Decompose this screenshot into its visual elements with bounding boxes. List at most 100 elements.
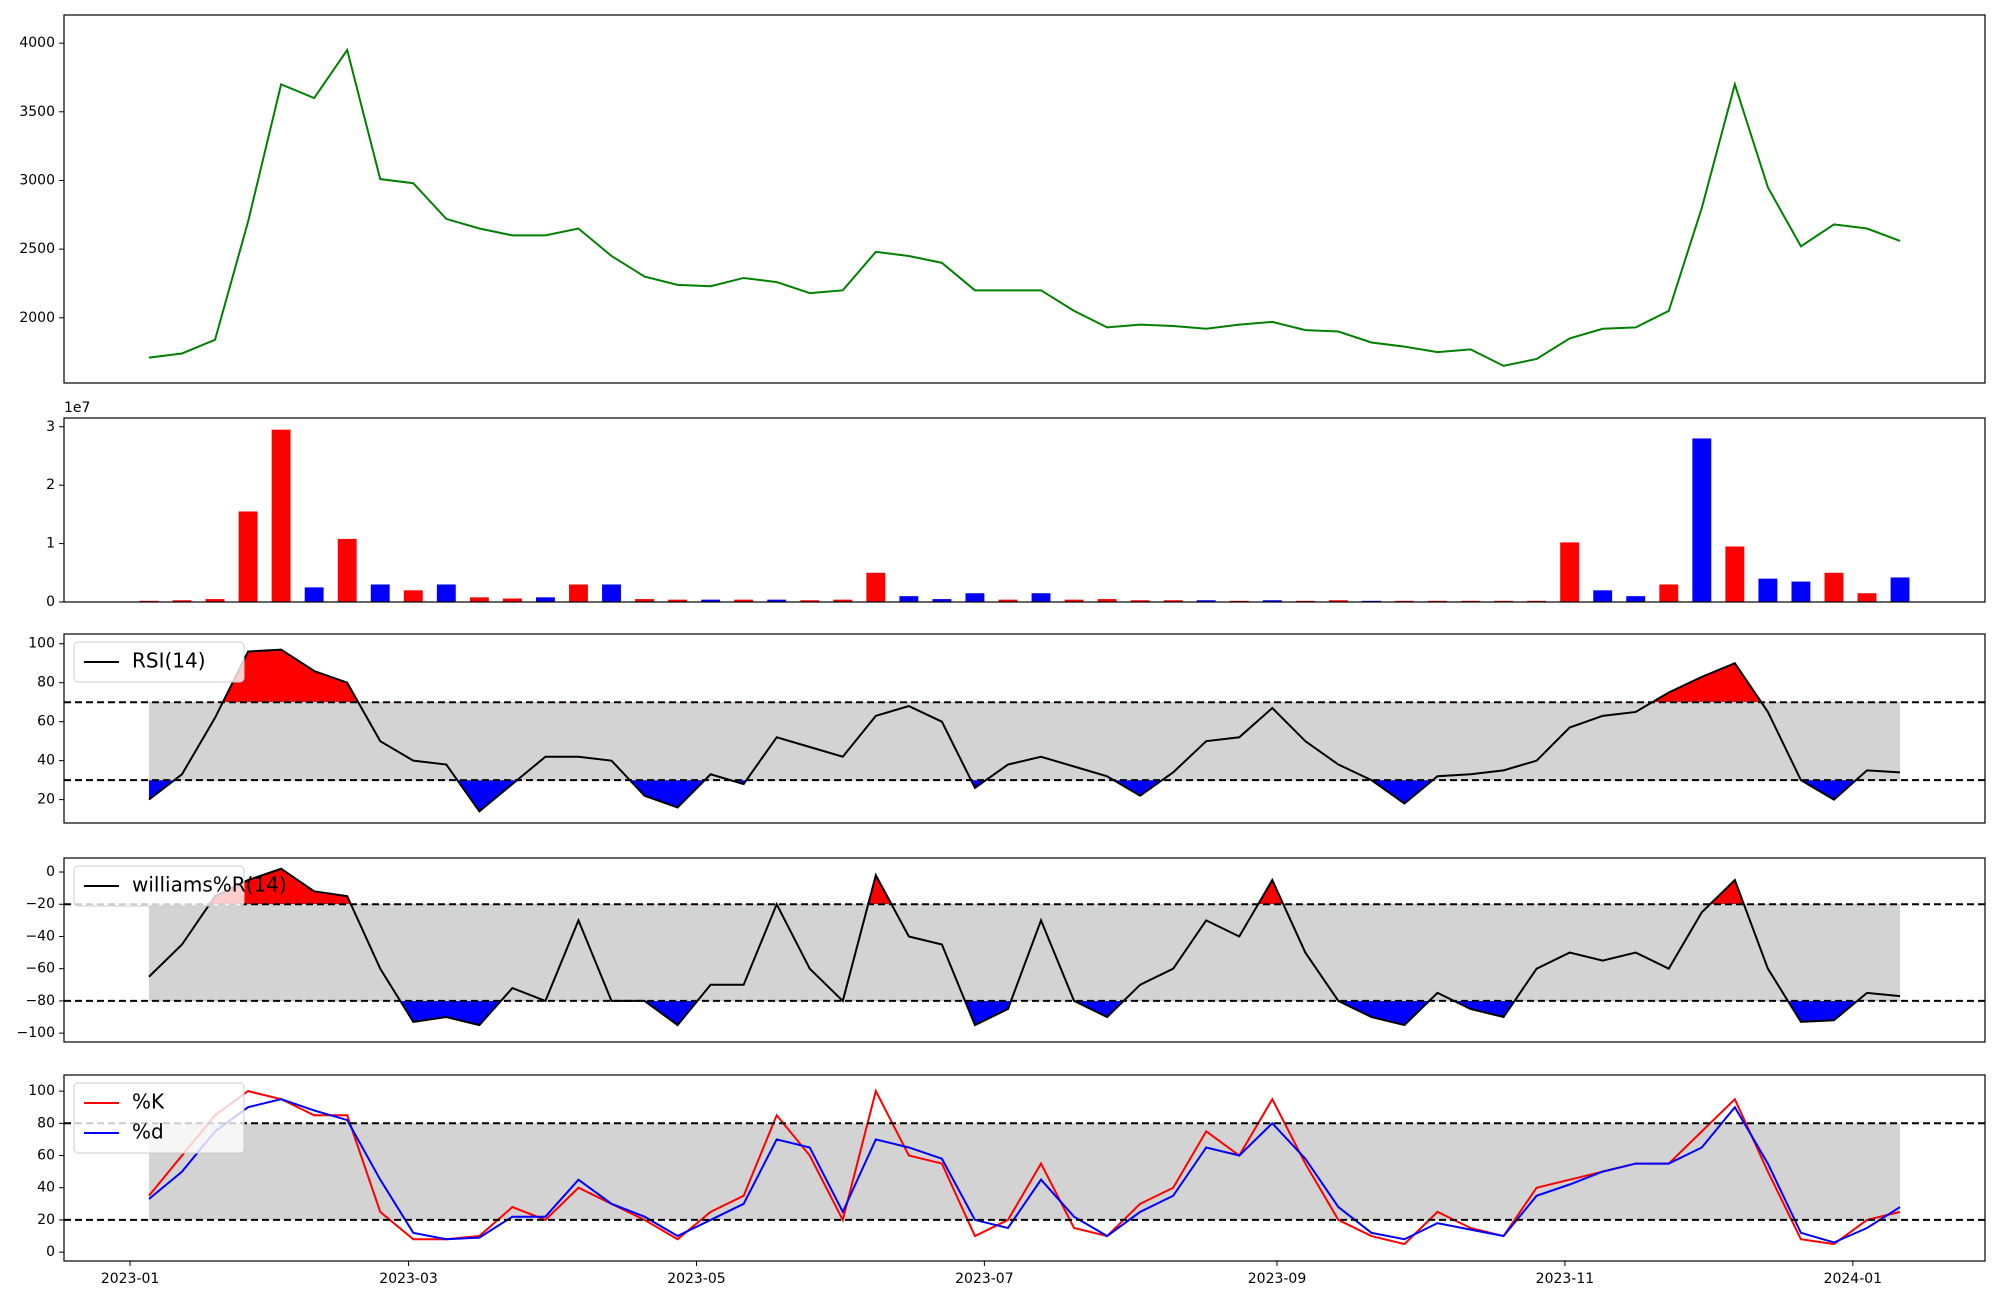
plot-area	[64, 867, 1985, 1027]
y-tick-label: 4000	[19, 35, 55, 51]
y-tick-label: −100	[17, 1025, 55, 1041]
legend-label: williams%R(14)	[132, 873, 287, 897]
y-tick-label: 3	[46, 419, 55, 435]
axes-frame	[63, 417, 1986, 603]
y-tick-label: −40	[25, 928, 55, 944]
y-tick-label: 20	[37, 1212, 55, 1228]
bar	[535, 597, 555, 602]
plot-area	[64, 648, 1985, 813]
bar	[337, 538, 357, 602]
bar	[1328, 600, 1348, 602]
bar	[833, 599, 853, 602]
bar	[436, 584, 456, 602]
bar	[1692, 438, 1712, 602]
y-tick-label: −20	[25, 896, 55, 912]
y-tick-label: −80	[25, 993, 55, 1009]
bar	[668, 599, 688, 602]
y-tick-label: 2500	[19, 241, 55, 257]
axes-frame	[63, 633, 1986, 824]
threshold-fill	[400, 1000, 1858, 1026]
legend-box	[73, 641, 245, 683]
bar	[1725, 546, 1745, 602]
y-tick-label: 80	[37, 1115, 55, 1131]
x-tick-label: 2023-11	[1536, 1271, 1595, 1287]
bar	[1758, 578, 1778, 602]
y-tick-label: 0	[46, 594, 55, 610]
bar	[800, 600, 820, 602]
y-tick-label: 100	[28, 636, 55, 652]
bar	[701, 599, 721, 602]
bar	[1031, 593, 1051, 602]
bar	[1097, 599, 1117, 602]
y-tick-label: 2000	[19, 310, 55, 326]
y-tick-label: 20	[37, 792, 55, 808]
line	[148, 867, 1901, 1027]
bar	[1626, 596, 1646, 602]
x-tick-label: 2023-03	[379, 1271, 438, 1287]
bar	[932, 599, 952, 602]
line	[148, 47, 1901, 367]
legend-label: %d	[132, 1120, 164, 1144]
bar	[1593, 590, 1613, 602]
legend-label: RSI(14)	[132, 649, 206, 673]
axes-frame	[63, 1074, 1986, 1262]
plot-area	[148, 47, 1901, 367]
bar	[602, 584, 621, 602]
bar	[1196, 600, 1216, 602]
y-tick-label: 3500	[19, 104, 55, 120]
y-tick-label: 1	[46, 536, 55, 552]
bar	[767, 599, 787, 602]
plot-area	[64, 1088, 1985, 1246]
bar	[205, 599, 225, 602]
axes-frame	[63, 14, 1986, 384]
legend-box	[73, 1082, 245, 1154]
y-tick-label: 0	[46, 1244, 55, 1260]
y-tick-label: 40	[37, 1180, 55, 1196]
bar	[1824, 572, 1844, 602]
bar	[304, 587, 324, 602]
legend-box	[73, 865, 245, 907]
bar	[1064, 599, 1084, 602]
line	[148, 648, 1901, 813]
band	[148, 702, 1901, 781]
band	[148, 904, 1901, 1001]
plot-area	[139, 429, 1910, 602]
threshold-fill	[148, 780, 1856, 812]
bar	[1560, 542, 1580, 602]
bar	[1857, 593, 1877, 602]
y-tick-label: 2	[46, 477, 55, 493]
offset-label: 1e7	[64, 400, 90, 416]
y-tick-label: 0	[46, 864, 55, 880]
bar	[734, 599, 754, 602]
bar	[1659, 584, 1679, 602]
bar	[172, 600, 192, 602]
bar	[502, 598, 522, 602]
bar	[899, 596, 919, 602]
y-tick-label: 40	[37, 753, 55, 769]
bar	[1163, 600, 1183, 602]
bar	[403, 590, 423, 602]
x-tick-label: 2023-01	[101, 1271, 160, 1287]
y-tick-label: 60	[37, 1148, 55, 1164]
bar	[965, 593, 985, 602]
legend-label: %K	[132, 1090, 165, 1114]
bar	[1262, 600, 1282, 602]
bar	[866, 572, 886, 602]
y-tick-label: 100	[28, 1083, 55, 1099]
x-tick-label: 2023-07	[955, 1271, 1014, 1287]
bar	[238, 511, 258, 602]
line	[148, 1098, 1901, 1244]
bar	[569, 584, 588, 602]
bar	[1890, 577, 1910, 602]
y-tick-label: −60	[25, 961, 55, 977]
bar	[271, 429, 291, 602]
bar	[1130, 600, 1150, 602]
x-tick-label: 2024-01	[1824, 1271, 1883, 1287]
bar	[469, 597, 489, 602]
bar	[370, 584, 390, 602]
x-tick-label: 2023-09	[1248, 1271, 1307, 1287]
y-tick-label: 60	[37, 714, 55, 730]
bar	[1791, 581, 1811, 602]
bar	[635, 599, 654, 602]
